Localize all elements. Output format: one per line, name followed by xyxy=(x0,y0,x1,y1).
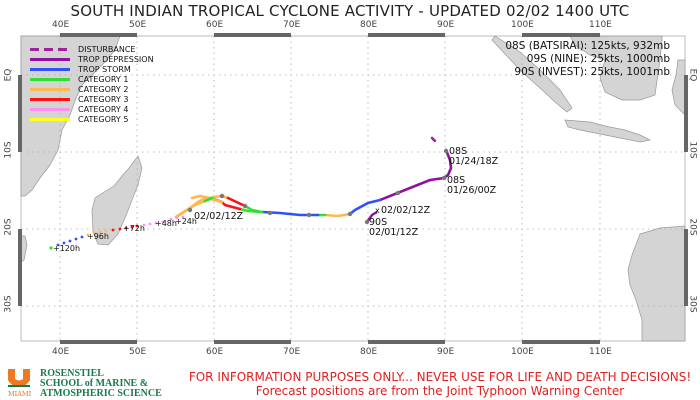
legend-item-category-3: CATEGORY 3 xyxy=(30,94,154,104)
forecast-label-120h: +120h xyxy=(53,244,81,253)
lon-tick-bottom: 110E xyxy=(589,347,612,357)
legend-item-category-1: CATEGORY 1 xyxy=(30,74,154,84)
forecast-label-48h: +48h xyxy=(155,219,177,228)
lon-tick-top: 110E xyxy=(589,20,612,30)
lon-tick-bottom: 100E xyxy=(511,347,534,357)
label-90s-start: 90S 02/01/12Z xyxy=(369,217,419,238)
lon-tick-bottom: 80E xyxy=(360,347,378,357)
miami-text: MIAMI xyxy=(8,390,32,398)
disclaimer-source: Forecast positions are from the Joint Ty… xyxy=(255,384,625,398)
school-name: ROSENSTIEL SCHOOL of MARINE & ATMOSPHERI… xyxy=(40,368,162,399)
line-icon xyxy=(30,57,70,61)
line-icon xyxy=(30,67,70,71)
disclaimer: FOR INFORMATION PURPOSES ONLY... NEVER U… xyxy=(180,370,700,398)
lat-tick-left: 10S xyxy=(3,141,14,159)
line-icon xyxy=(30,77,70,81)
lon-tick-bottom: 90E xyxy=(437,347,455,357)
lon-tick-top: 90E xyxy=(437,20,455,30)
legend-item-category-2: CATEGORY 2 xyxy=(30,84,154,94)
dashed-line-icon xyxy=(30,47,70,51)
forecast-track xyxy=(49,215,185,250)
track-points xyxy=(187,148,449,218)
forecast-label-96h: +96h xyxy=(87,232,109,241)
lon-tick-top: 100E xyxy=(511,20,534,30)
lat-tick-right: 20S xyxy=(687,218,698,236)
u-logo-icon xyxy=(8,369,30,387)
lon-tick-bottom: 70E xyxy=(283,347,301,357)
lat-tick-left: 30S xyxy=(3,295,14,313)
track-90s xyxy=(366,210,378,223)
legend-item-category-4: CATEGORY 4 xyxy=(30,104,154,114)
forecast-label-72h: +72h xyxy=(123,224,145,233)
lon-tick-top: 40E xyxy=(52,20,70,30)
label-90s-current: 02/02/12Z xyxy=(381,205,431,216)
lat-tick-right: EQ xyxy=(687,68,698,82)
legend-item-category-5: CATEGORY 5 xyxy=(30,114,154,124)
lon-tick-top: 50E xyxy=(129,20,147,30)
lat-tick-left: 20S xyxy=(3,218,14,236)
storm-stats: 08S (BATSIRAI): 125kts, 932mb 09S (NINE)… xyxy=(505,40,670,79)
land xyxy=(20,35,686,342)
legend-item-trop-depression: TROP DEPRESSION xyxy=(30,54,154,64)
label-08s-start: 08S 01/24/18Z xyxy=(449,146,499,167)
page-title: SOUTH INDIAN TROPICAL CYCLONE ACTIVITY -… xyxy=(70,2,630,20)
rsmas-logo: MIAMI ROSENSTIEL SCHOOL of MARINE & ATMO… xyxy=(6,369,166,399)
lon-tick-top: 70E xyxy=(283,20,301,30)
line-icon xyxy=(30,87,70,91)
legend: DISTURBANCE TROP DEPRESSION TROP STORM C… xyxy=(30,44,154,124)
label-08s-mid: 08S 01/26/00Z xyxy=(447,175,497,196)
legend-item-trop-storm: TROP STORM xyxy=(30,64,154,74)
lon-tick-bottom: 50E xyxy=(129,347,147,357)
storm-stat-90s: 90S (INVEST): 25kts, 1001mb xyxy=(514,66,670,78)
lat-tick-right: 10S xyxy=(687,141,698,159)
storm-stat-08s: 08S (BATSIRAI): 125kts, 932mb xyxy=(505,40,670,52)
gridlines xyxy=(21,36,685,341)
lat-tick-right: 30S xyxy=(687,295,698,313)
frame-bars xyxy=(18,33,688,344)
forecast-label-24h: +24h xyxy=(175,217,197,226)
lon-tick-top: 80E xyxy=(360,20,378,30)
lon-tick-top: 60E xyxy=(206,20,224,30)
label-08s-current: 02/02/12Z xyxy=(194,211,244,222)
line-icon xyxy=(30,97,70,101)
svg-text:x: x xyxy=(375,206,380,215)
disclaimer-warning: FOR INFORMATION PURPOSES ONLY... NEVER U… xyxy=(188,370,692,384)
lon-tick-bottom: 40E xyxy=(52,347,70,357)
lon-tick-bottom: 60E xyxy=(206,347,224,357)
line-icon xyxy=(30,117,70,121)
line-icon xyxy=(30,107,70,111)
storm-stat-09s: 09S (NINE): 25kts, 1000mb xyxy=(526,53,670,65)
legend-item-disturbance: DISTURBANCE xyxy=(30,44,154,54)
lat-tick-left: EQ xyxy=(3,68,14,82)
